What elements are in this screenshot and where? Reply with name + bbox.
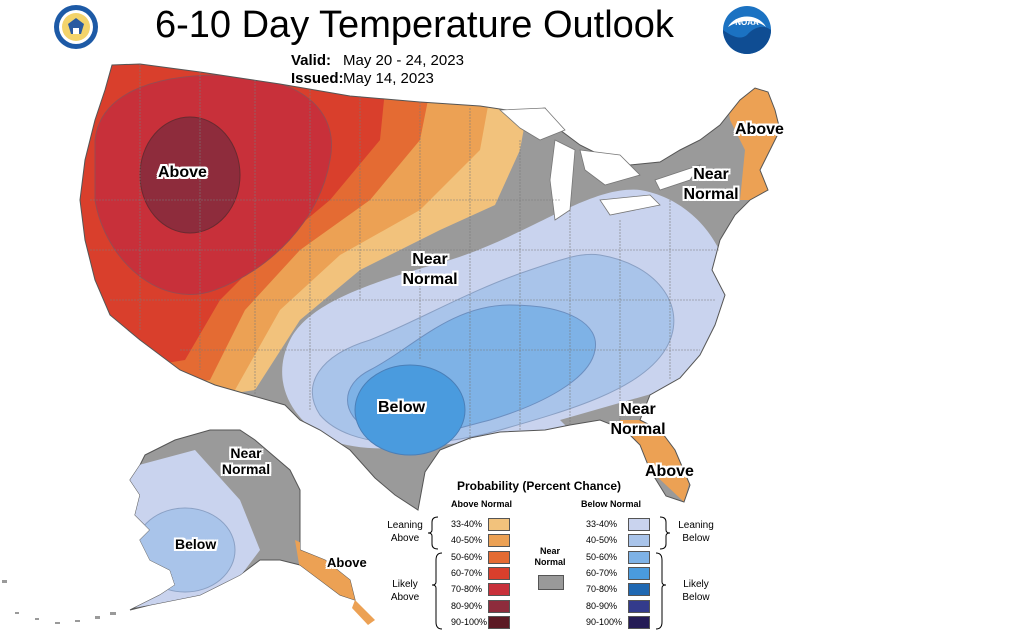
legend-above-bin-swatch xyxy=(488,566,510,580)
legend-above-bin-label: 40-50% xyxy=(451,535,483,546)
legend-below-bin-swatch xyxy=(628,583,650,597)
aleutian-islands xyxy=(2,580,116,624)
legend-likely-below: Likely Below xyxy=(682,579,710,603)
legend-below-bin-swatch xyxy=(628,518,650,531)
legend-below-bin-swatch xyxy=(628,599,650,613)
legend-leaning-above: Leaning Above xyxy=(387,520,423,544)
legend-near-normal-label: Near Normal xyxy=(534,546,566,567)
legend-below-bin-label: 90-100% xyxy=(586,616,623,627)
legend-below-bin-swatch xyxy=(628,550,650,564)
label-alaska-below: Below xyxy=(175,536,217,552)
noaa-logo-text: NOAA xyxy=(735,18,759,27)
legend-near-normal-swatch xyxy=(538,575,564,590)
label-west-above: Above xyxy=(158,164,207,181)
issued-date: May 14, 2023 xyxy=(343,70,434,87)
legend-below-bin-swatch xyxy=(628,566,650,580)
page-title: 6-10 Day Temperature Outlook xyxy=(155,4,674,46)
legend-above-bin-label: 60-70% xyxy=(451,567,483,578)
legend-above-bin-swatch xyxy=(488,599,510,613)
legend-below-bin-label: 50-60% xyxy=(586,551,618,562)
label-alaska-panhandle-above: Above xyxy=(327,555,367,570)
legend-below-bin-label: 80-90% xyxy=(586,600,618,611)
legend-below-bin-label: 33-40% xyxy=(586,519,618,529)
legend-below-bin-label: 70-80% xyxy=(586,584,618,595)
legend-below-header: Below Normal xyxy=(581,499,642,509)
legend-above-bin-label: 70-80% xyxy=(451,584,483,595)
label-texas-below: Below xyxy=(378,399,426,416)
issued-label: Issued: xyxy=(291,70,344,87)
legend-above-bin-swatch xyxy=(488,615,510,629)
legend-likely-above: Likely Above xyxy=(390,579,420,603)
legend-below-bin-label: 40-50% xyxy=(586,535,618,546)
legend-title: Probability (Percent Chance) xyxy=(457,479,622,493)
legend-braces xyxy=(427,516,671,630)
label-florida-above: Above xyxy=(645,463,694,480)
valid-label: Valid: xyxy=(291,52,332,69)
valid-dates: May 20 - 24, 2023 xyxy=(343,52,464,69)
legend-above-bin-swatch xyxy=(488,550,510,564)
legend-above-bin-swatch xyxy=(488,583,510,597)
legend-above-bin-swatch xyxy=(488,518,510,531)
legend-above-bin-label: 50-60% xyxy=(451,551,483,562)
great-lakes xyxy=(499,107,701,221)
label-northeast-near-normal: Near Normal xyxy=(683,166,739,203)
label-southeast-near-normal: Near Normal xyxy=(610,401,666,438)
legend-above-bin-label: 90-100% xyxy=(451,616,488,627)
legend-above-bin-label: 33-40% xyxy=(451,519,483,529)
label-new-england-above: Above xyxy=(735,121,784,138)
label-alaska-near-normal: Near Normal xyxy=(221,445,271,477)
state-lines xyxy=(90,64,720,440)
legend-below-bin-swatch xyxy=(628,534,650,548)
legend-above-bin-swatch xyxy=(488,534,510,548)
commerce-seal-icon xyxy=(54,5,98,49)
legend-below-bin-swatch xyxy=(628,615,650,629)
legend-above-bin-label: 80-90% xyxy=(451,600,483,611)
legend-above-header: Above Normal xyxy=(451,499,513,509)
noaa-logo-icon: NOAA xyxy=(723,6,771,54)
legend-below-bin-label: 60-70% xyxy=(586,567,618,578)
label-central-near-normal: Near Normal xyxy=(402,251,458,288)
legend-leaning-below: Leaning Below xyxy=(678,520,714,544)
